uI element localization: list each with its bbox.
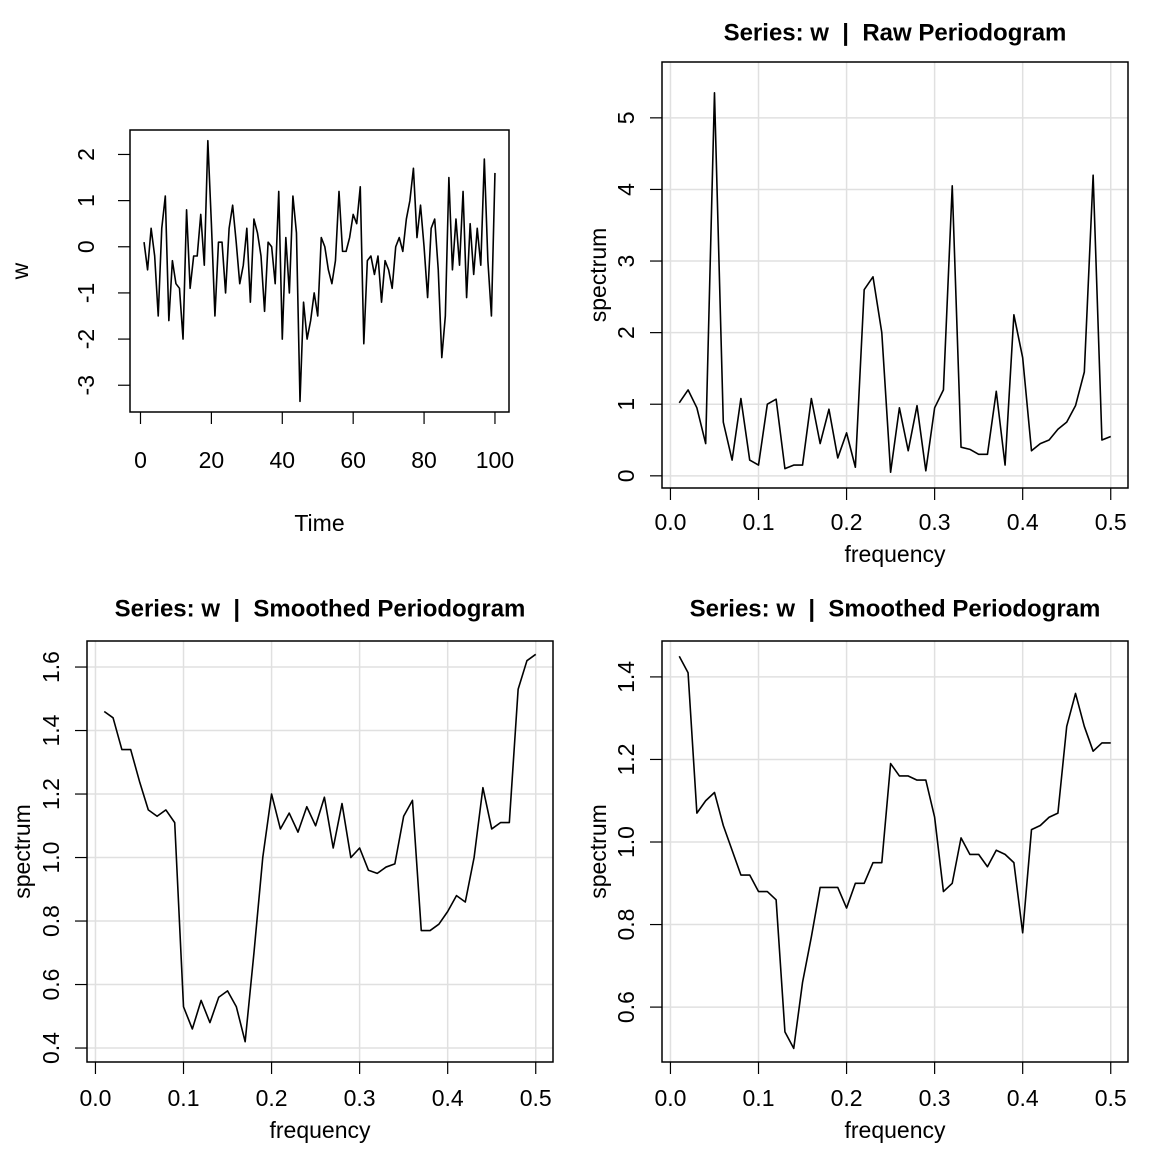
chart-title: Series: w | Raw Periodogram — [724, 19, 1067, 46]
x-tick-label: 0.2 — [256, 1085, 288, 1111]
x-tick-label: 0.1 — [168, 1085, 200, 1111]
y-tick-label: 1.6 — [38, 651, 64, 683]
y-tick-label: 0.8 — [38, 905, 64, 937]
y-tick-label: 1.2 — [613, 743, 639, 775]
x-tick-label: 0.4 — [1007, 1085, 1039, 1111]
x-tick-label: 40 — [269, 447, 295, 473]
x-tick-label: 0.3 — [344, 1085, 376, 1111]
y-tick-label: 2 — [73, 148, 99, 161]
y-axis-title: spectrum — [585, 804, 611, 899]
y-tick-label: 0.6 — [613, 991, 639, 1023]
plot-frame — [661, 640, 1129, 1063]
x-tick-label: 0.1 — [743, 1085, 775, 1111]
x-tick-label: 0.0 — [654, 1085, 686, 1111]
y-axis-title: w — [7, 262, 33, 280]
x-tick-label: 0.0 — [79, 1085, 111, 1111]
x-axis-title: frequency — [844, 1117, 946, 1143]
x-axis-title: Time — [294, 510, 344, 536]
x-tick-label: 0.5 — [1095, 1085, 1127, 1111]
data-line — [678, 655, 1111, 1050]
x-tick-label: 0 — [134, 447, 147, 473]
y-tick-label: 5 — [613, 111, 639, 124]
y-tick-label: -1 — [73, 283, 99, 303]
x-tick-label: 0.5 — [1095, 509, 1127, 535]
y-tick-label: 0.6 — [38, 969, 64, 1001]
y-tick-label: 1.0 — [38, 842, 64, 874]
y-tick-label: 1 — [613, 398, 639, 411]
data-line — [143, 139, 496, 403]
x-tick-label: 20 — [199, 447, 225, 473]
x-axis-title: frequency — [269, 1117, 371, 1143]
x-tick-label: 60 — [340, 447, 366, 473]
y-tick-label: 1.2 — [38, 778, 64, 810]
x-axis-title: frequency — [844, 541, 946, 567]
y-tick-label: 0.4 — [38, 1032, 64, 1064]
y-tick-label: 1.4 — [38, 714, 64, 746]
x-tick-label: 0.2 — [831, 509, 863, 535]
data-line — [103, 653, 537, 1043]
y-tick-label: 3 — [613, 255, 639, 268]
chart-title: Series: w | Smoothed Periodogram — [115, 595, 526, 622]
chart-title: Series: w | Smoothed Periodogram — [690, 595, 1101, 622]
y-tick-label: 0 — [73, 240, 99, 253]
plot-frame — [86, 640, 554, 1063]
x-tick-label: 0.2 — [831, 1085, 863, 1111]
x-tick-label: 0.5 — [520, 1085, 552, 1111]
y-tick-label: 0.8 — [613, 909, 639, 941]
data-line — [678, 91, 1112, 474]
y-tick-label: 4 — [613, 183, 639, 196]
x-tick-label: 0.3 — [919, 509, 951, 535]
y-tick-label: -2 — [73, 329, 99, 349]
y-tick-label: 1.4 — [613, 661, 639, 693]
plot-frame — [661, 61, 1129, 489]
x-tick-label: 0.0 — [654, 509, 686, 535]
x-tick-label: 0.4 — [1007, 509, 1039, 535]
y-tick-label: -3 — [73, 375, 99, 395]
y-axis-title: spectrum — [9, 804, 35, 899]
y-axis-title: spectrum — [585, 228, 611, 323]
x-tick-label: 80 — [411, 447, 437, 473]
x-tick-label: 0.4 — [432, 1085, 464, 1111]
x-tick-label: 0.1 — [743, 509, 775, 535]
y-tick-label: 1 — [73, 194, 99, 207]
y-tick-label: 0 — [613, 469, 639, 482]
y-tick-label: 1.0 — [613, 826, 639, 858]
x-tick-label: 0.3 — [919, 1085, 951, 1111]
plot-frame — [129, 129, 510, 413]
x-tick-label: 100 — [476, 447, 514, 473]
y-tick-label: 2 — [613, 326, 639, 339]
